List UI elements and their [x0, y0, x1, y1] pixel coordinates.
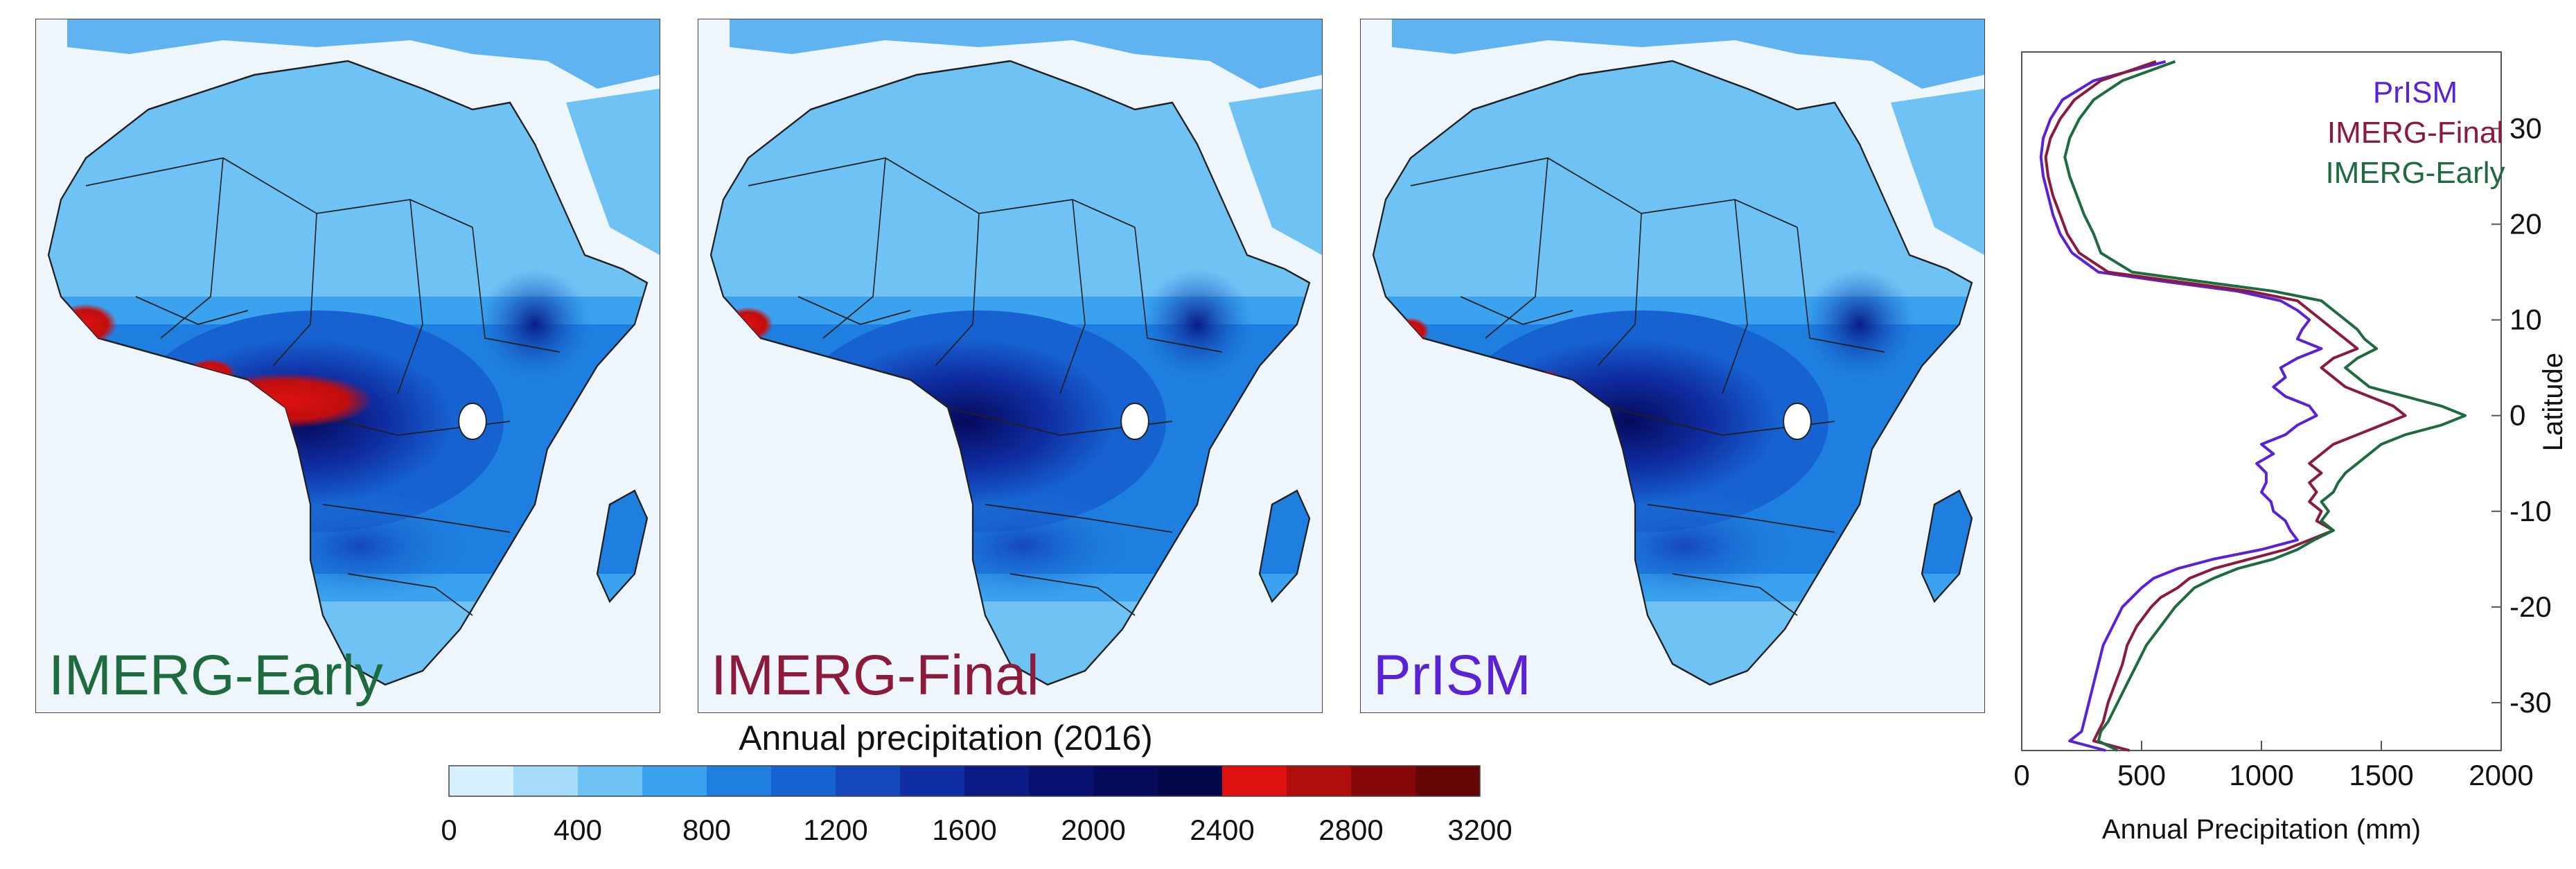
colorbar-swatch	[771, 766, 836, 796]
latitude-profile-chart: 0 500 1000 1500 2000 30 20 10 0 -10 -20 -30 PrISM I…	[2013, 51, 2568, 845]
colorbar-tick-label: 2000	[1061, 814, 1125, 846]
chart-x-axis-label: Annual Precipitation (mm)	[2102, 814, 2421, 845]
colorbar-swatch	[642, 766, 707, 796]
colorbar-tick-label: 2800	[1318, 814, 1383, 846]
map-panel-imerg-final: IMERG-Final	[698, 19, 1322, 712]
colorbar-ticks: 0 400 800 1200 1600 2000 2400 2800 3200	[441, 814, 1512, 846]
colorbar-outline	[448, 765, 1481, 797]
colorbar-swatch	[836, 766, 900, 796]
chart-legend: PrISM IMERG-Final IMERG-Early	[2325, 76, 2505, 190]
map-label: IMERG-Early	[48, 644, 383, 707]
map-label: PrISM	[1373, 644, 1531, 707]
colorbar: Annual precipitation (2016) 0 400 800 1200 1…	[441, 719, 1512, 846]
x-tick-label: 2000	[2469, 759, 2533, 791]
y-tick-label: -30	[2509, 686, 2552, 719]
y-tick-label: -10	[2509, 495, 2552, 527]
y-tick-label: 20	[2509, 208, 2542, 240]
colorbar-swatch	[513, 766, 578, 796]
colorbar-swatch	[578, 766, 642, 796]
colorbar-swatch	[1351, 766, 1415, 796]
colorbar-tick-label: 1600	[932, 814, 996, 846]
colorbar-swatch	[449, 766, 513, 796]
map-panel-imerg-early: IMERG-Early	[36, 19, 660, 712]
series-line-prism	[2039, 60, 2323, 752]
y-tick-label: -20	[2509, 590, 2552, 623]
colorbar-tick-label: 800	[682, 814, 731, 846]
y-tick-label: 10	[2509, 304, 2542, 336]
colorbar-swatches	[448, 765, 1481, 797]
colorbar-swatch	[1415, 766, 1480, 796]
legend-entry-imerg-early: IMERG-Early	[2325, 156, 2505, 190]
colorbar-tick-label: 1200	[803, 814, 867, 846]
x-tick-label: 500	[2117, 759, 2166, 791]
colorbar-swatch	[1158, 766, 1222, 796]
x-tick-label: 1500	[2349, 759, 2413, 791]
map-panel-prism: PrISM	[1361, 19, 1984, 712]
colorbar-swatch	[707, 766, 771, 796]
colorbar-swatch	[1222, 766, 1287, 796]
x-tick-label: 1000	[2229, 759, 2293, 791]
colorbar-swatch	[1287, 766, 1351, 796]
y-tick-label: 30	[2509, 112, 2542, 144]
chart-lines	[2039, 60, 2467, 752]
y-tick-label: 0	[2509, 399, 2525, 432]
colorbar-title: Annual precipitation (2016)	[739, 719, 1153, 757]
colorbar-swatch	[900, 766, 964, 796]
legend-entry-imerg-final: IMERG-Final	[2327, 116, 2503, 150]
chart-x-ticks: 0 500 1000 1500 2000	[2013, 741, 2534, 791]
chart-y-axis-label: Latitude	[2538, 353, 2568, 451]
chart-y-ticks: 30 20 10 0 -10 -20 -30	[2491, 112, 2552, 719]
colorbar-tick-label: 400	[554, 814, 602, 846]
series-line-imerg-final	[2044, 60, 2407, 752]
colorbar-swatch	[1093, 766, 1158, 796]
colorbar-swatch	[964, 766, 1029, 796]
series-line-imerg-early	[2063, 60, 2467, 752]
x-tick-label: 0	[2013, 759, 2029, 791]
legend-entry-prism: PrISM	[2373, 76, 2458, 109]
colorbar-tick-label: 2400	[1190, 814, 1254, 846]
colorbar-tick-label: 0	[441, 814, 457, 846]
map-label: IMERG-Final	[711, 644, 1039, 707]
colorbar-tick-label: 3200	[1447, 814, 1512, 846]
colorbar-swatch	[1029, 766, 1093, 796]
